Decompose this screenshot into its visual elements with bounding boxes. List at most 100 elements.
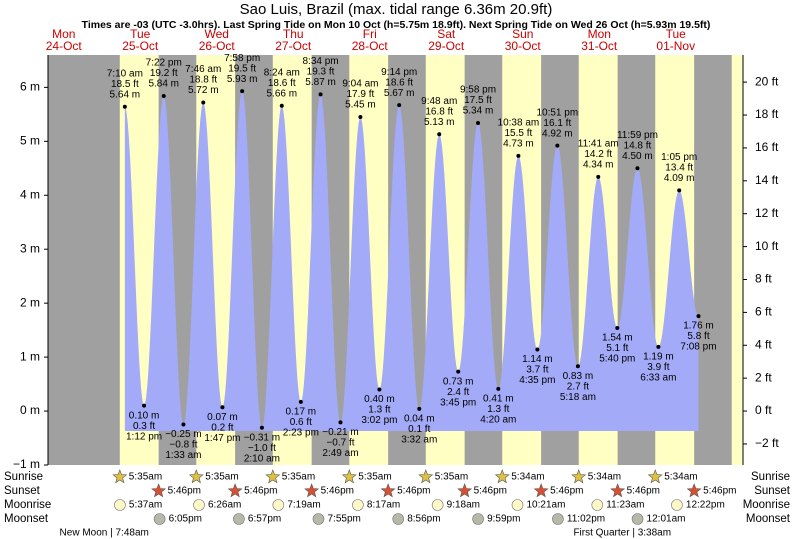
y-tick-label: 2 m <box>20 295 40 309</box>
tide-label: 5.8 ft <box>687 331 709 342</box>
tide-label: 5.66 m <box>266 88 297 99</box>
moon-phase: New Moon | 7:48am <box>60 528 149 539</box>
tide-point <box>437 132 442 137</box>
date: 26-Oct <box>199 39 236 53</box>
y2-tick-label: 14 ft <box>755 173 779 187</box>
tide-label: 0.40 m <box>364 394 395 405</box>
tide-label: 0.73 m <box>443 376 474 387</box>
moonset-time: 6:57pm <box>248 514 281 525</box>
tide-point <box>555 143 560 148</box>
tide-label: 5.1 ft <box>606 343 628 354</box>
y2-tick-label: 6 ft <box>755 305 772 319</box>
tide-label: 5.13 m <box>424 117 455 128</box>
weekday: Wed <box>205 27 229 41</box>
tide-label: 1.14 m <box>522 354 553 365</box>
date: 24-Oct <box>46 39 83 53</box>
star-icon <box>647 469 663 484</box>
tide-point <box>318 92 323 97</box>
tide-label: 7:08 pm <box>680 342 716 353</box>
moonrise-icon <box>352 499 364 511</box>
sunset-time: 5:46pm <box>397 486 430 497</box>
date: 01-Nov <box>656 39 695 53</box>
moonrise-icon <box>272 499 285 511</box>
tide-label: 5.67 m <box>384 88 415 99</box>
tide-label: 1:33 am <box>165 450 201 461</box>
tide-label: 4:35 pm <box>519 375 555 386</box>
tide-label: 14.2 ft <box>584 149 612 160</box>
tide-label: 7:58 pm <box>224 53 260 64</box>
tide-point <box>496 386 501 391</box>
y2-tick-label: 12 ft <box>755 206 779 220</box>
tide-point <box>456 369 461 374</box>
moonset-icon <box>552 513 564 525</box>
tide-label: 1.3 ft <box>487 404 509 415</box>
tide-label: 1:47 pm <box>204 433 240 444</box>
tide-point <box>259 425 264 430</box>
tide-label: 9:04 am <box>342 79 378 90</box>
tide-label: 7:10 am <box>107 68 143 79</box>
tide-label: 4.09 m <box>664 173 695 184</box>
tide-label: 9:48 am <box>421 96 457 107</box>
moonrise-icon <box>114 499 126 511</box>
star-icon <box>265 469 281 484</box>
tide-label: 17.5 ft <box>464 95 492 106</box>
moonrise-icon <box>431 499 444 511</box>
tide-label: 0.1 ft <box>408 424 430 435</box>
moonset-icon <box>472 513 484 525</box>
sunrise-time: 5:35am <box>129 472 162 483</box>
y-tick-label: 6 m <box>20 80 40 94</box>
tide-point <box>575 364 580 369</box>
weekday: Fri <box>363 27 377 41</box>
y2-tick-label: 0 ft <box>755 403 772 417</box>
tide-label: 4.50 m <box>622 151 653 162</box>
y2-tick-label: 20 ft <box>755 74 779 88</box>
moonrise-time: 7:19am <box>287 500 320 511</box>
tide-label: 3:32 am <box>401 435 437 446</box>
tide-label: 2.4 ft <box>447 387 469 398</box>
tide-point <box>338 420 343 425</box>
star-icon <box>112 469 128 484</box>
row-label: Moonset <box>4 513 49 525</box>
tide-label: 5.84 m <box>148 79 179 90</box>
tide-label: 3.9 ft <box>647 362 669 373</box>
y-tick-label: 5 m <box>20 133 40 147</box>
star-icon <box>571 469 587 484</box>
tide-label: 5:18 am <box>560 392 596 403</box>
weekday: Tue <box>666 27 687 41</box>
moonset-time: 11:02pm <box>567 514 605 525</box>
sunset-time: 5:46pm <box>627 486 660 497</box>
tide-label: 5.45 m <box>345 100 376 111</box>
row-label: Moonrise <box>4 499 51 511</box>
weekday: Thu <box>283 27 304 41</box>
moonset-icon <box>153 513 166 525</box>
tide-label: 16.1 ft <box>543 118 571 129</box>
tide-point <box>298 399 303 404</box>
row-label: Moonrise <box>743 499 790 511</box>
tide-point <box>476 120 481 125</box>
sunrise-time: 5:35am <box>435 472 468 483</box>
tide-label: 7:46 am <box>185 64 221 75</box>
tide-label: −1.0 ft <box>248 443 276 454</box>
weekday: Mon <box>588 27 611 41</box>
tide-label: 1.76 m <box>683 321 714 332</box>
tide-point <box>516 153 521 158</box>
weekday: Tue <box>130 27 151 41</box>
sunset-time: 5:46pm <box>244 486 277 497</box>
moonset-time: 7:55pm <box>327 514 360 525</box>
y2-tick-label: −2 ft <box>755 436 779 450</box>
moonrise-time: 9:18am <box>447 500 480 511</box>
tide-label: 9:58 pm <box>460 85 496 96</box>
tide-point <box>377 387 382 392</box>
moonrise-time: 8:17am <box>367 500 400 511</box>
star-icon <box>418 469 434 484</box>
tide-label: 13.4 ft <box>665 163 693 174</box>
date: 25-Oct <box>122 39 159 53</box>
tide-point <box>677 188 682 193</box>
tide-label: 2:10 am <box>244 453 280 464</box>
sunrise-time: 5:34am <box>664 472 697 483</box>
tide-point <box>696 314 701 319</box>
weekday: Sun <box>512 27 533 41</box>
moonrise-time: 12:22pm <box>686 500 725 511</box>
y2-tick-label: 8 ft <box>755 272 772 286</box>
row-label: Sunset <box>754 485 791 497</box>
